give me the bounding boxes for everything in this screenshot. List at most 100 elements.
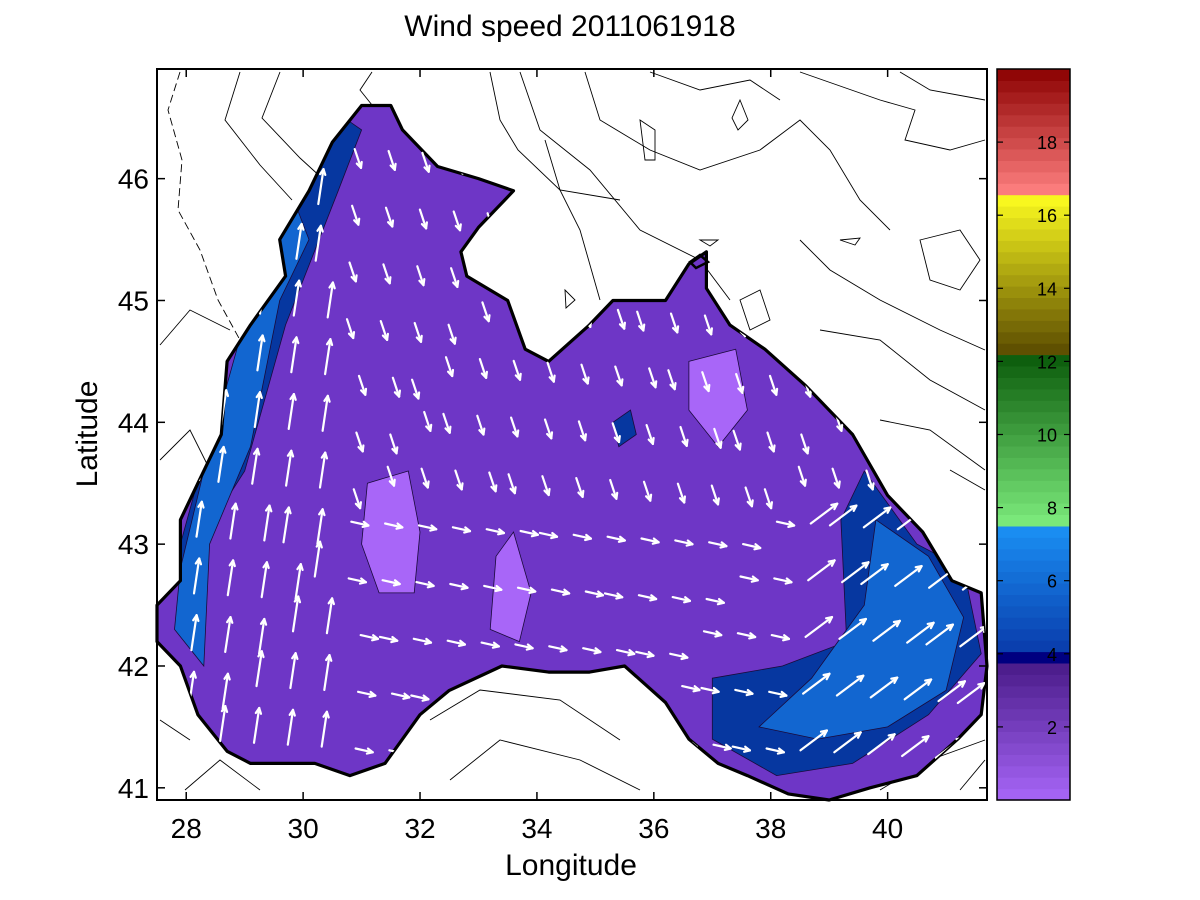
wind-arrow xyxy=(739,575,759,583)
wind-arrow xyxy=(926,303,936,325)
wind-arrow xyxy=(800,433,810,455)
wind-arrow xyxy=(294,563,304,601)
colorbar-segment xyxy=(997,411,1070,424)
wind-arrow xyxy=(507,473,517,495)
wind-arrow xyxy=(477,698,498,706)
colorbar-segment xyxy=(997,343,1070,356)
colorbar-segment xyxy=(997,514,1070,527)
colorbar-segment xyxy=(997,297,1070,310)
colorbar-segment xyxy=(997,331,1070,344)
wind-arrow xyxy=(865,469,875,491)
wind-arrow xyxy=(613,705,633,714)
colorbar-segment xyxy=(997,788,1070,801)
wind-arrow xyxy=(744,486,754,508)
wind-arrow xyxy=(514,643,534,651)
y-tick-label: 46 xyxy=(118,164,149,195)
y-tick-label: 41 xyxy=(118,773,149,804)
colorbar-segment xyxy=(997,240,1070,253)
colorbar-segment xyxy=(997,457,1070,470)
wind-arrow xyxy=(648,367,658,389)
x-tick-label: 30 xyxy=(288,813,319,844)
colorbar-segment xyxy=(997,674,1070,687)
wind-arrow xyxy=(732,429,742,451)
wind-arrow xyxy=(319,111,329,149)
wind-arrow xyxy=(836,378,846,400)
wind-arrow xyxy=(867,412,878,434)
wind-arrow xyxy=(741,542,762,551)
wind-arrow xyxy=(616,308,627,330)
colorbar-tick-label: 2 xyxy=(1047,718,1057,738)
colorbar-segment xyxy=(997,697,1070,710)
y-axis-label: Latitude xyxy=(71,381,104,488)
wind-arrow xyxy=(512,359,522,381)
wind-arrow xyxy=(539,191,549,213)
wind-arrow xyxy=(708,201,719,222)
wind-arrow xyxy=(252,706,263,744)
colorbar-segment xyxy=(997,434,1070,447)
wind-arrow xyxy=(386,465,396,487)
colorbar-tick-label: 14 xyxy=(1037,279,1057,299)
wind-arrow xyxy=(420,467,430,489)
wind-arrow xyxy=(771,318,781,340)
wind-arrow xyxy=(928,246,939,268)
colorbar-segment xyxy=(997,685,1070,698)
colorbar-tick-label: 18 xyxy=(1037,133,1057,153)
wind-arrow xyxy=(285,109,296,147)
wind-arrow xyxy=(681,684,701,693)
wind-arrow xyxy=(423,410,433,432)
wind-arrow xyxy=(508,157,518,179)
wind-arrow xyxy=(418,208,428,230)
x-tick-label: 36 xyxy=(638,813,669,844)
wind-arrow xyxy=(227,219,237,257)
wind-arrow xyxy=(736,632,757,640)
wind-arrow xyxy=(933,473,943,495)
y-tick-label: 43 xyxy=(118,529,149,560)
wind-arrow xyxy=(838,617,868,640)
wind-arrow xyxy=(196,160,206,198)
wind-arrow xyxy=(807,263,818,285)
colorbar-tick-label: 8 xyxy=(1047,499,1057,519)
wind-arrow xyxy=(638,253,648,275)
wind-arrow xyxy=(252,107,262,145)
colorbar-segment xyxy=(997,149,1070,161)
wind-arrow xyxy=(261,221,271,258)
wind-arrow xyxy=(442,412,452,434)
wind-arrow xyxy=(449,582,469,591)
wind-arrow xyxy=(450,267,460,288)
wind-arrow xyxy=(454,469,464,491)
wind-region-weak xyxy=(489,531,532,643)
wind-arrow xyxy=(925,623,955,646)
wind-arrow xyxy=(867,733,896,756)
wind-arrow xyxy=(606,535,626,543)
wind-arrow xyxy=(899,471,909,493)
colorbar-segment xyxy=(997,137,1070,150)
wind-arrow xyxy=(483,584,503,593)
wind-arrow xyxy=(511,699,532,708)
wind-arrow xyxy=(708,541,728,549)
wind-arrow xyxy=(671,595,692,604)
wind-arrow xyxy=(350,520,370,529)
wind-arrow xyxy=(347,577,367,585)
wind-arrow xyxy=(389,433,399,455)
wind-arrow xyxy=(519,529,539,538)
colorbar-segment xyxy=(997,126,1070,139)
wind-arrow xyxy=(452,210,462,232)
wind-arrow xyxy=(282,506,292,544)
wind-arrow xyxy=(735,373,745,394)
colorbar-segment xyxy=(997,731,1070,744)
colorbar-segment xyxy=(997,708,1070,721)
wind-arrow xyxy=(937,680,967,703)
wind-arrow xyxy=(614,365,624,387)
colorbar-tick-label: 16 xyxy=(1037,206,1057,226)
wind-arrow xyxy=(289,652,299,690)
wind-arrow xyxy=(609,478,619,500)
wind-arrow xyxy=(515,303,525,325)
wind-arrow xyxy=(321,394,331,432)
wind-arrow xyxy=(391,376,401,398)
wind-arrow xyxy=(766,431,776,453)
wind-arrow xyxy=(195,500,205,538)
wind-arrow xyxy=(325,597,335,635)
colorbar-segment xyxy=(997,720,1070,732)
colorbar-tick-label: 6 xyxy=(1047,572,1057,592)
wind-arrow xyxy=(906,621,935,644)
